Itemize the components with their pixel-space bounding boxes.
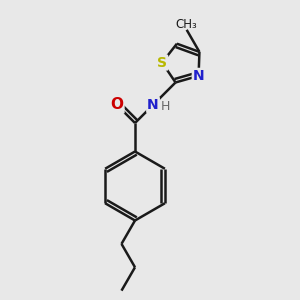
Text: N: N — [147, 98, 159, 112]
Text: N: N — [193, 69, 204, 83]
Text: S: S — [157, 56, 167, 70]
Text: H: H — [161, 100, 170, 113]
Text: O: O — [110, 98, 124, 112]
Text: CH₃: CH₃ — [176, 18, 197, 31]
